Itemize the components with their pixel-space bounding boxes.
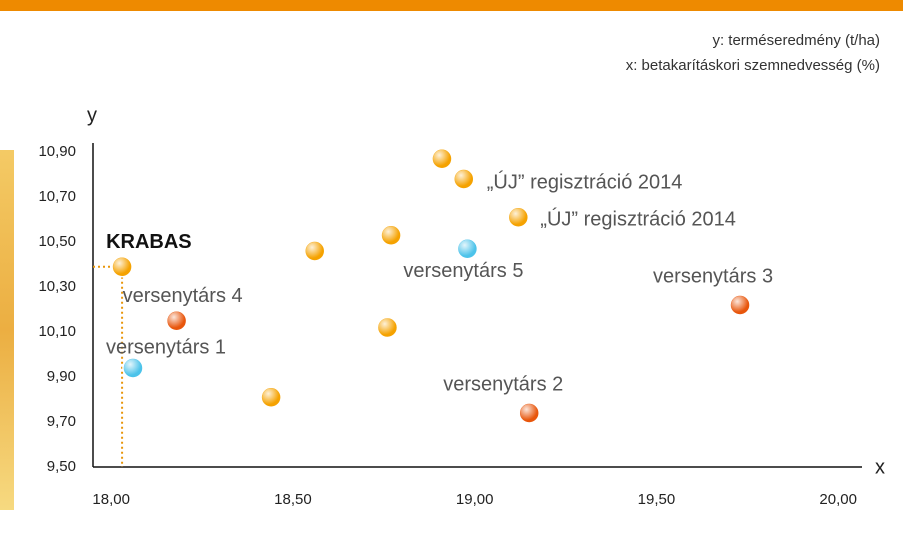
point-shine: [731, 296, 749, 314]
x-tick-label: 19,50: [638, 491, 676, 508]
point-label: versenytárs 4: [123, 285, 243, 307]
x-axis-label: x: [875, 456, 885, 478]
x-tick-label: 18,50: [274, 491, 312, 508]
point-label: „ÚJ” regisztráció 2014: [540, 208, 736, 231]
point-shine: [455, 170, 473, 188]
point-shine: [433, 150, 451, 168]
y-tick-label: 10,90: [38, 143, 76, 160]
x-tick-label: 18,00: [92, 491, 130, 508]
y-tick-label: 10,70: [38, 188, 76, 205]
point-shine: [458, 240, 476, 258]
top-bar: [0, 0, 903, 11]
x-tick-label: 19,00: [456, 491, 494, 508]
y-tick-label: 10,50: [38, 233, 76, 250]
point-shine: [382, 226, 400, 244]
point-label: versenytárs 5: [403, 260, 523, 282]
point-shine: [520, 404, 538, 422]
y-tick-label: 10,10: [38, 323, 76, 340]
chart: y: terméseredmény (t/ha) x: betakarításk…: [0, 0, 903, 553]
point-shine: [306, 242, 324, 260]
point-label: versenytárs 3: [653, 265, 773, 287]
point-shine: [262, 388, 280, 406]
y-axis-label: y: [87, 104, 97, 126]
point-label: versenytárs 1: [106, 336, 226, 358]
y-tick-label: 9,90: [47, 368, 76, 385]
point-shine: [124, 359, 142, 377]
note: y: terméseredmény (t/ha): [712, 32, 880, 49]
x-tick-label: 20,00: [819, 491, 857, 508]
note: x: betakarításkori szemnedvesség (%): [626, 57, 880, 74]
page: y: terméseredmény (t/ha) x: betakarításk…: [0, 0, 903, 553]
point-shine: [113, 258, 131, 276]
side-image: [0, 150, 14, 510]
y-tick-label: 10,30: [38, 278, 76, 295]
point-label: KRABAS: [106, 231, 192, 253]
point-shine: [378, 319, 396, 337]
y-tick-label: 9,70: [47, 413, 76, 430]
point-label: „ÚJ” regisztráció 2014: [487, 170, 683, 193]
y-tick-label: 9,50: [47, 458, 76, 475]
point-label: versenytárs 2: [443, 373, 563, 395]
point-shine: [168, 312, 186, 330]
point-shine: [509, 208, 527, 226]
